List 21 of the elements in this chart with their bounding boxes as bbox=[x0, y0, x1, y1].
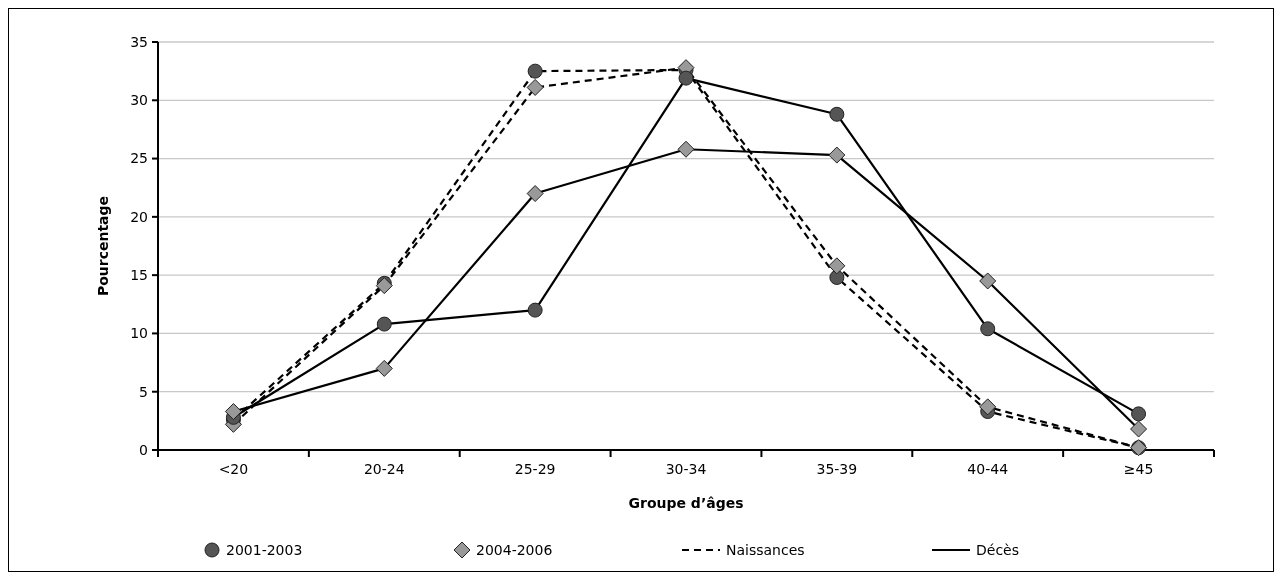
y-tick-label: 0 bbox=[139, 441, 148, 458]
y-tick-label: 10 bbox=[130, 325, 148, 342]
legend-label: Naissances bbox=[726, 541, 805, 558]
y-tick-label: 30 bbox=[130, 92, 148, 109]
y-tick-label: 20 bbox=[130, 208, 148, 225]
y-axis-title: Pourcentage bbox=[95, 195, 111, 297]
y-tick-label: 5 bbox=[139, 383, 148, 400]
x-tick-label: 35-39 bbox=[816, 461, 858, 477]
x-tick-label: <20 bbox=[218, 461, 249, 477]
x-tick-label: 25-29 bbox=[514, 461, 556, 477]
x-axis-title: Groupe d’âges bbox=[628, 495, 744, 511]
x-tick-label: 30-34 bbox=[665, 461, 707, 477]
y-tick-label: 25 bbox=[130, 150, 148, 167]
legend-label: Décès bbox=[976, 541, 1019, 558]
y-tick-label: 35 bbox=[130, 33, 148, 50]
legend-label: 2001-2003 bbox=[226, 541, 303, 558]
x-tick-label: ≥45 bbox=[1123, 461, 1154, 477]
x-tick-label: 20-24 bbox=[363, 461, 405, 477]
y-tick-label: 15 bbox=[130, 267, 148, 284]
legend-label: 2004-2006 bbox=[476, 541, 553, 558]
x-tick-label: 40-44 bbox=[967, 461, 1009, 477]
